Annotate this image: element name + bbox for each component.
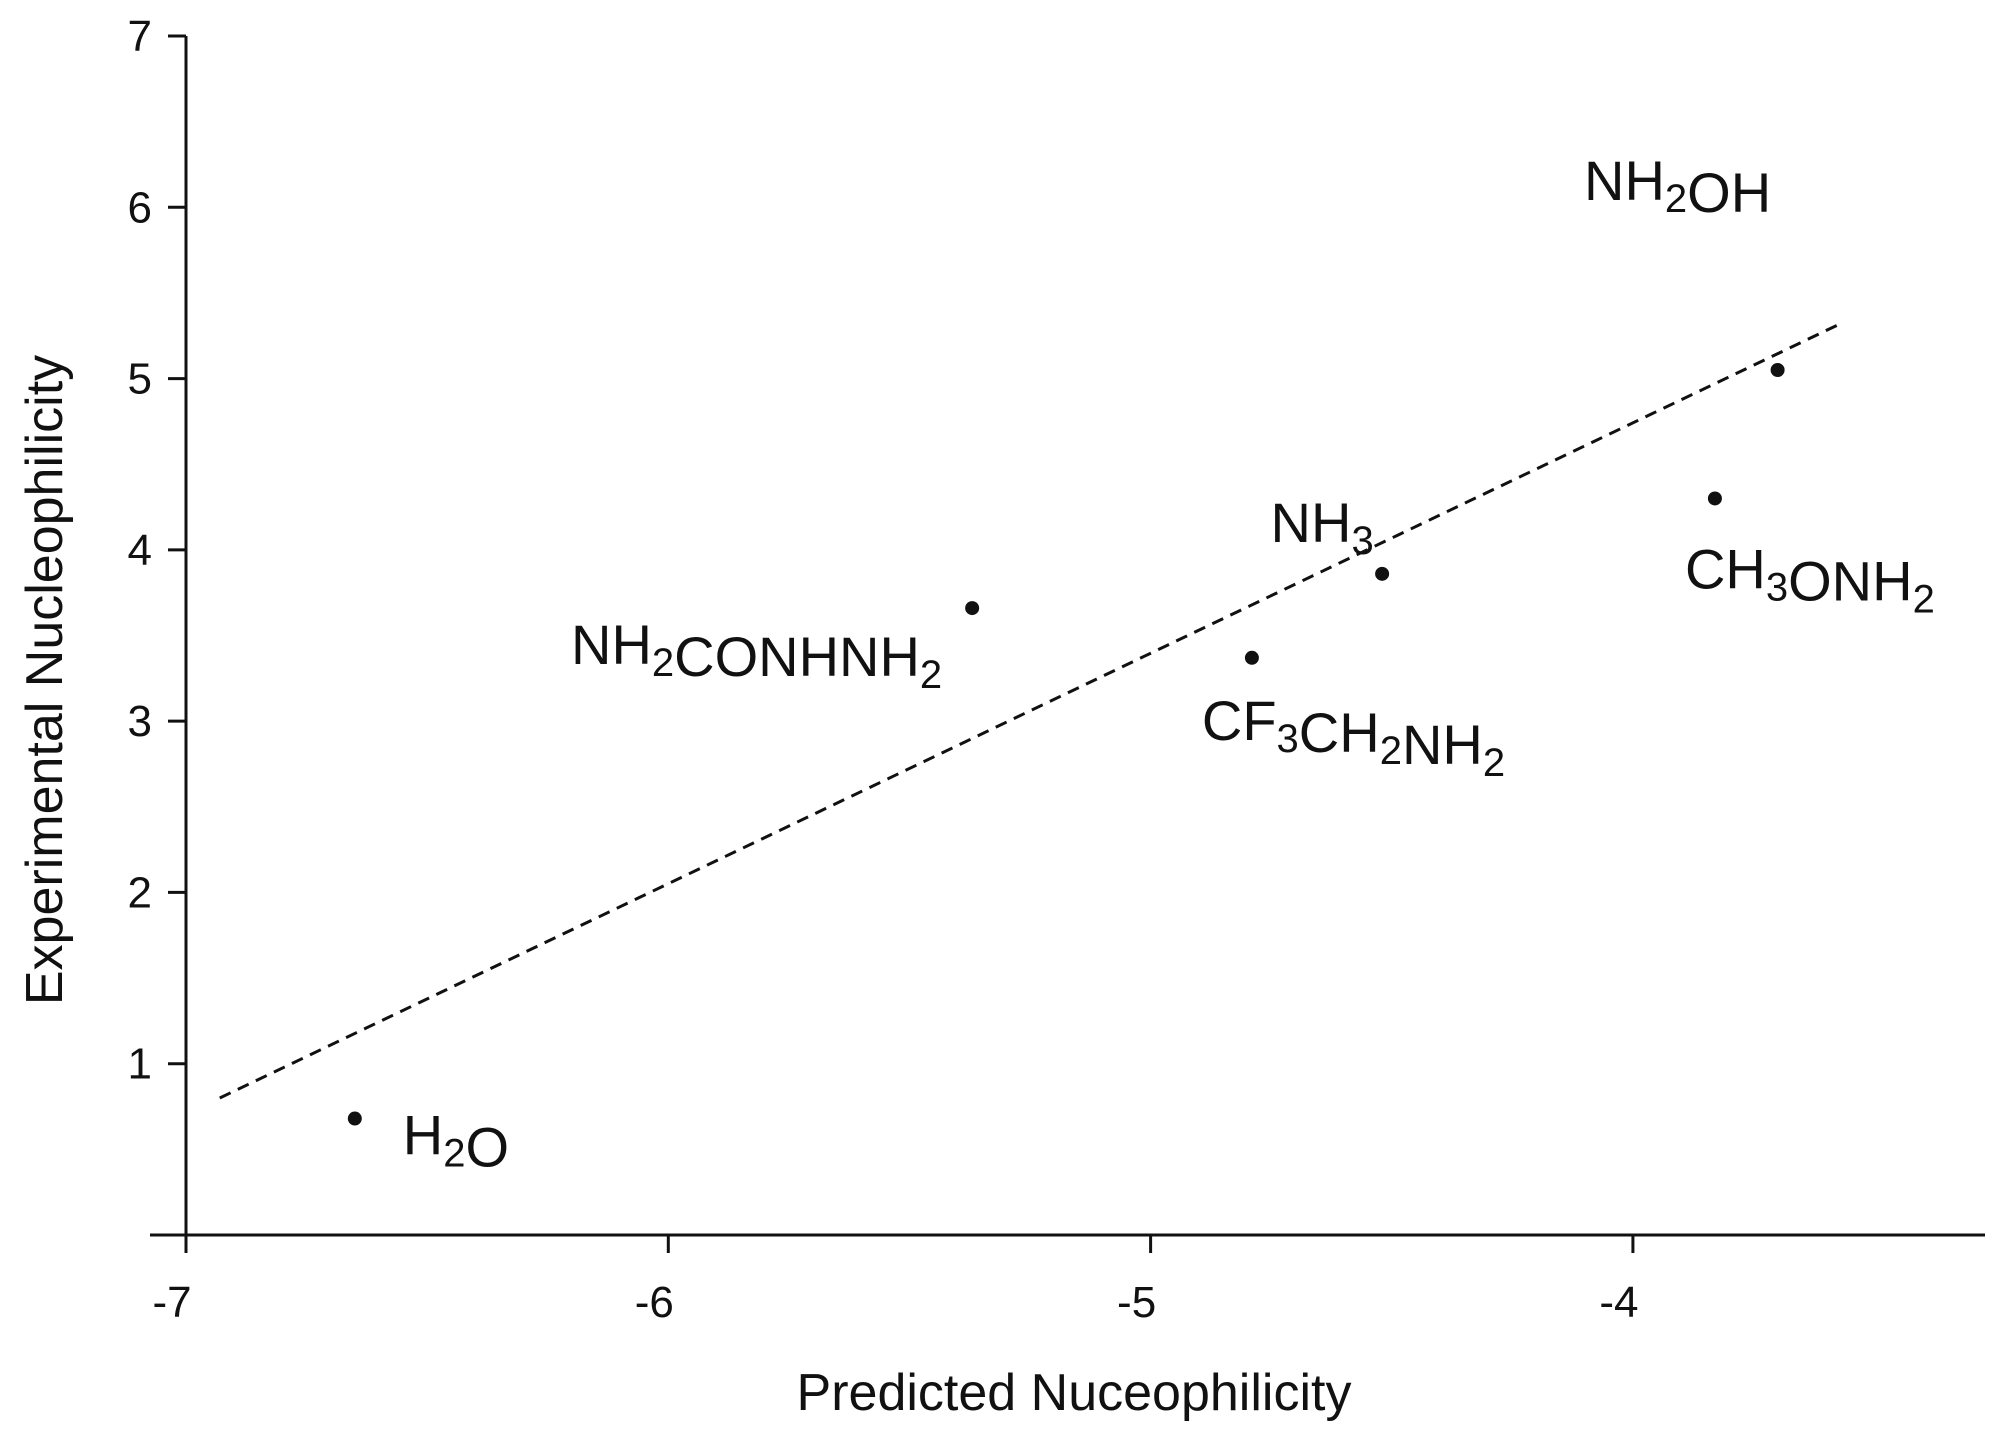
- y-tick-label: 4: [128, 526, 152, 575]
- x-tick-label: -6: [635, 1278, 674, 1327]
- x-tick-label: -4: [1599, 1278, 1638, 1327]
- x-axis-title: Predicted Nuceophilicity: [797, 1364, 1352, 1422]
- point-label: H2O: [403, 1104, 509, 1179]
- x-tick-label: -5: [1117, 1278, 1156, 1327]
- y-tick-label: 5: [128, 355, 152, 404]
- point-label: CF3CH2NH2: [1202, 689, 1505, 785]
- trendline-group: [219, 322, 1841, 1100]
- x-tick-label: -7: [152, 1278, 191, 1327]
- point-label: NH2CONHNH2: [571, 613, 942, 697]
- point-label: NH3: [1271, 491, 1374, 563]
- y-tick-label: 6: [128, 183, 152, 232]
- data-point: [965, 601, 980, 616]
- point-label: NH2OH: [1584, 149, 1771, 224]
- point-labels: H2O NH2CONHNH2 CF3CH2NH2 NH3 CH3ONH2 NH2OH: [403, 149, 1935, 1179]
- data-point: [1707, 491, 1722, 506]
- point-label: CH3ONH2: [1685, 537, 1935, 621]
- data-point: [1375, 566, 1390, 581]
- data-point: [1244, 650, 1259, 665]
- y-tick-label: 3: [128, 697, 152, 746]
- y-axis-title: Experimental Nucleophilicity: [16, 355, 74, 1005]
- data-points: [347, 363, 1785, 1126]
- data-point: [347, 1111, 362, 1126]
- axes: 1 2 3 4 5 6 7 -7 -6 -5 -4: [128, 12, 1985, 1327]
- y-tick-label: 2: [128, 868, 152, 917]
- trendline: [219, 322, 1841, 1100]
- data-point: [1770, 363, 1785, 378]
- y-tick-label: 1: [128, 1040, 152, 1089]
- y-tick-label: 7: [128, 12, 152, 61]
